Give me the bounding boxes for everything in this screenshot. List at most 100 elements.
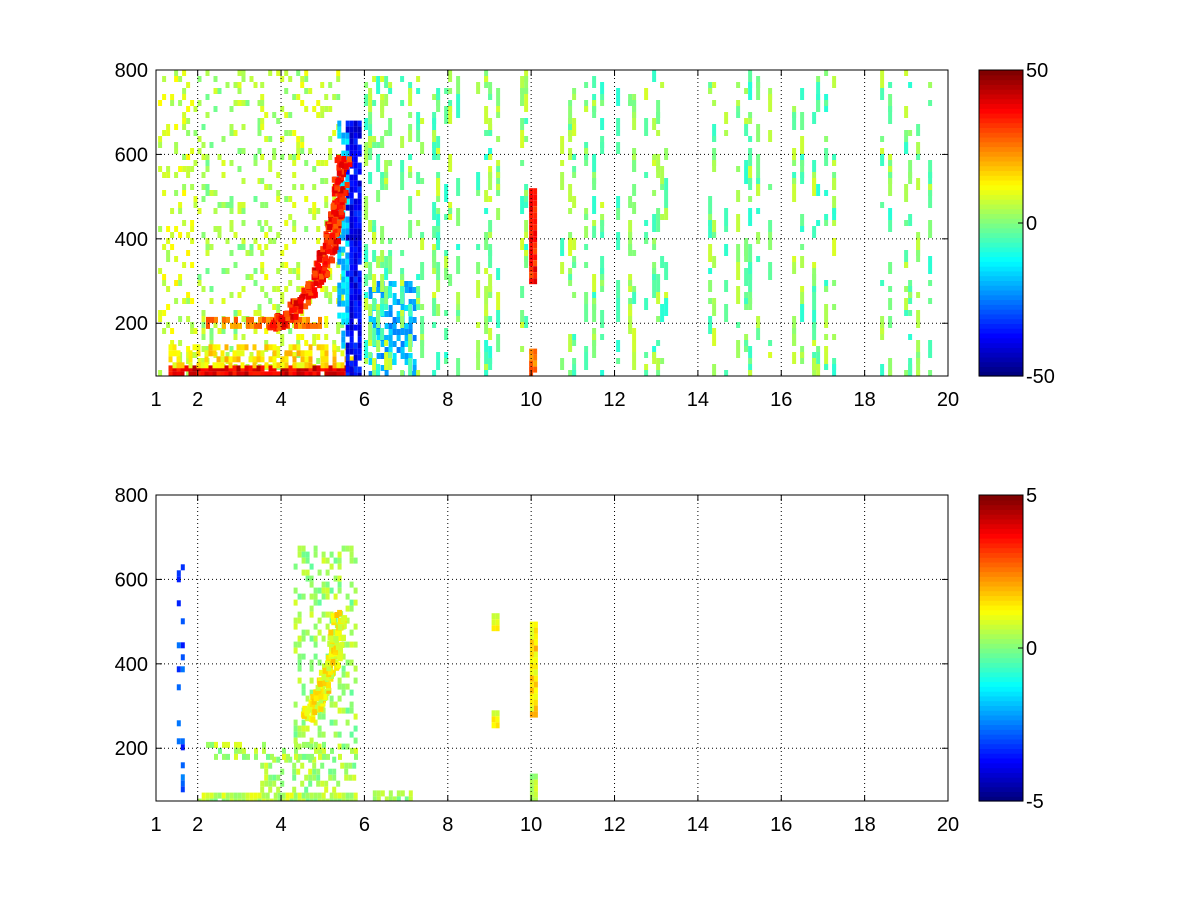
heatmap-cell [256,371,261,376]
heatmap-cell [904,370,909,376]
heatmap-cell [337,234,342,241]
heatmap-cell [192,365,197,372]
heatmap-cell [484,310,489,316]
heatmap-cell [416,76,421,82]
heatmap-cell [260,350,265,357]
heatmap-cell [416,130,421,142]
heatmap-cell [252,356,257,363]
heatmap-cell [928,256,933,274]
heatmap-cell [349,210,354,217]
heatmap-cell [660,304,665,322]
heatmap-cell [388,329,393,335]
heatmap-cell [209,328,214,334]
heatmap-cell [341,792,346,799]
heatmap-cell [495,619,500,626]
heatmap-cell [316,334,321,340]
heatmap-cell [229,292,234,298]
heatmap-cell [308,148,313,154]
heatmap-cell [280,371,285,376]
heatmap-cell [436,154,441,160]
heatmap-cell [332,768,337,775]
heatmap-cell [349,132,354,139]
heatmap-cell [372,323,377,329]
heatmap-cell [282,753,286,760]
heatmap-cell [309,635,314,642]
ridge-cell [311,698,317,705]
heatmap-cell [337,120,342,127]
heatmap-cell [916,178,921,190]
heatmap-cell [341,258,346,265]
colorbar-swatch [979,671,1023,678]
heatmap-cell [197,274,202,280]
heatmap-cell [197,798,202,801]
heatmap-cell [200,362,205,369]
heatmap-cell [264,274,269,280]
colorbar-swatch [979,304,1023,310]
heatmap-cell [568,184,573,202]
heatmap-cell [178,208,183,214]
ridge-cell [300,293,306,300]
heatmap-cell [268,762,273,769]
heatmap-cell [241,208,246,214]
heatmap-cell [178,280,183,286]
heatmap-cell [812,226,817,238]
heatmap-cell [396,335,401,341]
heatmap-cell [237,292,242,298]
heatmap-cell [264,220,269,226]
heatmap-cell [321,713,326,720]
ridge-cell [344,182,350,188]
heatmap-cell [368,371,373,376]
heatmap-cell [176,356,181,363]
heatmap-cell [305,725,310,732]
heatmap-cell [201,792,206,799]
heatmap-cell [572,292,577,298]
heatmap-cell [292,220,297,226]
heatmap-cell [312,365,317,372]
heatmap-cell [345,324,350,331]
heatmap-cell [349,138,354,145]
heatmap-cell [353,132,358,139]
heatmap-cell [253,792,258,799]
heatmap-cell [345,792,350,799]
heatmap-cell [488,358,493,370]
heatmap-cell [320,762,325,769]
heatmap-cell [277,798,282,801]
heatmap-cell [488,346,493,364]
heatmap-cell [529,200,534,207]
heatmap-cell [368,340,373,346]
heatmap-cell [288,214,293,220]
heatmap-cell [353,599,358,606]
heatmap-cell [337,743,342,750]
heatmap-cell [212,365,217,372]
heatmap-cell [345,222,350,229]
heatmap-cell [533,348,538,355]
heatmap-cell [904,310,909,316]
heatmap-cell [341,545,346,552]
heatmap-cell [736,100,741,106]
heatmap-cell [337,557,342,564]
ridge-cell [330,613,336,620]
heatmap-cell [349,186,354,193]
heatmap-cell [600,334,605,340]
heatmap-cell [296,371,301,376]
heatmap-cell [364,274,369,286]
heatmap-cell [240,371,245,376]
ridge-cell [337,609,343,616]
heatmap-cell [306,753,310,760]
heatmap-cell [260,94,265,100]
heatmap-cell [400,160,405,172]
heatmap-cell [249,792,254,799]
heatmap-cell [260,262,265,268]
heatmap-cell [341,671,346,678]
heatmap-cell [272,112,277,118]
heatmap-cell [756,208,761,214]
heatmap-cell [225,268,230,274]
heatmap-cell [384,352,389,370]
heatmap-cell [368,124,373,130]
heatmap-cell [357,366,362,373]
x-tick-label: 8 [442,389,453,411]
heatmap-cell [328,148,333,154]
heatmap-cell [225,238,230,244]
heatmap-cell [221,798,226,801]
ridge-cell [338,187,344,194]
